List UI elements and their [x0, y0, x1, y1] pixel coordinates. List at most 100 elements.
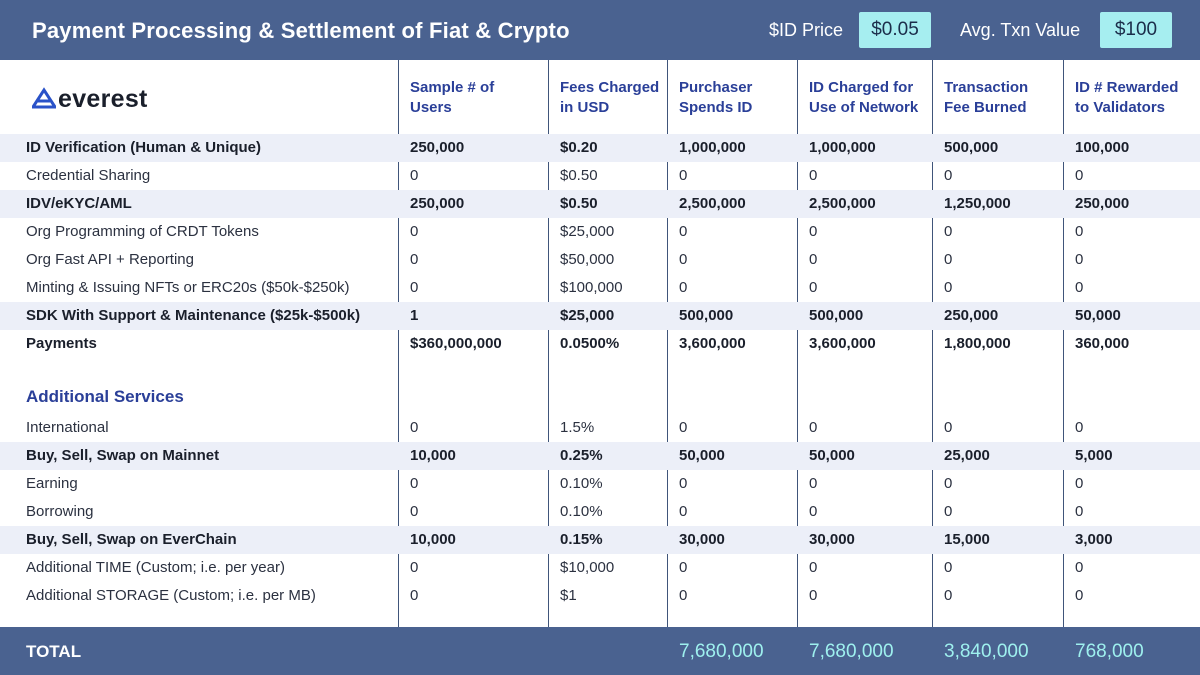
cell-id-rewarded: 0: [1075, 223, 1084, 240]
total-purchaser-spends: 7,680,000: [679, 641, 764, 662]
column-header-fees-usd: Fees Charged in USD: [560, 79, 660, 116]
cell-sample-users: 10,000: [410, 447, 456, 464]
table-row: Payments $360,000,000 0.0500% 3,600,000 …: [0, 330, 1200, 358]
cell-purchaser-spends: 0: [679, 419, 688, 436]
row-label: SDK With Support & Maintenance ($25k-$50…: [26, 307, 361, 324]
table-row: International 0 1.5% 0 0 0 0: [0, 414, 1200, 442]
cell-id-charged: 0: [809, 559, 818, 576]
cell-fees-usd: 0.15%: [560, 531, 603, 548]
table-row: Minting & Issuing NFTs or ERC20s ($50k-$…: [0, 274, 1200, 302]
everest-logo: everest: [32, 84, 148, 114]
cell-sample-users: 0: [410, 503, 419, 520]
column-divider: [932, 60, 933, 627]
cell-purchaser-spends: 0: [679, 503, 688, 520]
cell-id-charged: 3,600,000: [809, 335, 876, 352]
cell-id-rewarded: 0: [1075, 167, 1084, 184]
cell-id-rewarded: 0: [1075, 503, 1084, 520]
cell-fee-burned: 1,800,000: [944, 335, 1011, 352]
cell-id-rewarded: 0: [1075, 475, 1084, 492]
table-row: IDV/eKYC/AML 250,000 $0.50 2,500,000 2,5…: [0, 190, 1200, 218]
table-row: Buy, Sell, Swap on Mainnet 10,000 0.25% …: [0, 442, 1200, 470]
row-label: Additional TIME (Custom; i.e. per year): [26, 559, 285, 576]
cell-id-charged: 50,000: [809, 447, 855, 464]
cell-sample-users: 0: [410, 419, 419, 436]
cell-purchaser-spends: 500,000: [679, 307, 734, 324]
column-divider: [1063, 60, 1064, 627]
cell-fees-usd: $0.20: [560, 139, 598, 156]
cell-purchaser-spends: 30,000: [679, 531, 725, 548]
cell-sample-users: 250,000: [410, 139, 465, 156]
row-label: Payments: [26, 335, 97, 352]
table-row: Earning 0 0.10% 0 0 0 0: [0, 470, 1200, 498]
column-divider: [548, 60, 549, 627]
cell-sample-users: 0: [410, 279, 419, 296]
cell-sample-users: 10,000: [410, 531, 456, 548]
cell-sample-users: 0: [410, 251, 419, 268]
cell-purchaser-spends: 0: [679, 559, 688, 576]
cell-id-rewarded: 0: [1075, 419, 1084, 436]
cell-fees-usd: $50,000: [560, 251, 615, 268]
cell-fee-burned: 0: [944, 587, 953, 604]
cell-fees-usd: $0.50: [560, 167, 598, 184]
total-label: TOTAL: [26, 642, 82, 661]
cell-id-charged: 1,000,000: [809, 139, 876, 156]
logo-text: everest: [58, 84, 148, 113]
cell-id-rewarded: 360,000: [1075, 335, 1130, 352]
cell-fee-burned: 0: [944, 475, 953, 492]
cell-id-charged: 0: [809, 475, 818, 492]
cell-id-charged: 0: [809, 279, 818, 296]
cell-sample-users: 0: [410, 475, 419, 492]
everest-mountain-icon: [32, 87, 56, 109]
cell-fee-burned: 1,250,000: [944, 195, 1011, 212]
column-header-id-rewarded: ID # Rewarded to Validators: [1075, 79, 1179, 116]
cell-purchaser-spends: 0: [679, 223, 688, 240]
cell-id-rewarded: 250,000: [1075, 195, 1130, 212]
row-label: Additional STORAGE (Custom; i.e. per MB): [26, 587, 316, 604]
cell-id-charged: 0: [809, 223, 818, 240]
table-row: Additional STORAGE (Custom; i.e. per MB)…: [0, 582, 1200, 610]
table-row: Additional TIME (Custom; i.e. per year) …: [0, 554, 1200, 582]
cell-fee-burned: 500,000: [944, 139, 999, 156]
row-label: Borrowing: [26, 503, 94, 520]
cell-sample-users: $360,000,000: [410, 335, 502, 352]
cell-fee-burned: 0: [944, 279, 953, 296]
cell-id-rewarded: 0: [1075, 279, 1084, 296]
cell-fee-burned: 25,000: [944, 447, 990, 464]
cell-fees-usd: 0.10%: [560, 475, 603, 492]
table-row: Borrowing 0 0.10% 0 0 0 0: [0, 498, 1200, 526]
column-divider: [797, 60, 798, 627]
cell-id-charged: 0: [809, 503, 818, 520]
cell-id-rewarded: 0: [1075, 587, 1084, 604]
cell-id-charged: 0: [809, 251, 818, 268]
cell-fee-burned: 0: [944, 503, 953, 520]
id-price-label: $ID Price: [769, 20, 844, 40]
row-label: Buy, Sell, Swap on Mainnet: [26, 447, 220, 464]
row-label: Minting & Issuing NFTs or ERC20s ($50k-$…: [26, 279, 350, 296]
total-bar: TOTAL 7,680,000 7,680,000 3,840,000 768,…: [0, 627, 1200, 675]
cell-purchaser-spends: 1,000,000: [679, 139, 746, 156]
row-label: IDV/eKYC/AML: [26, 195, 132, 212]
cell-fee-burned: 15,000: [944, 531, 990, 548]
cell-purchaser-spends: 2,500,000: [679, 195, 746, 212]
total-id-charged: 7,680,000: [809, 641, 894, 662]
id-price-value: $0.05: [859, 12, 931, 48]
column-header-sample-users: Sample # of Users: [410, 79, 495, 116]
column-header-id-charged: ID Charged for Use of Network: [809, 79, 919, 116]
cell-id-rewarded: 0: [1075, 559, 1084, 576]
total-id-rewarded: 768,000: [1075, 641, 1144, 662]
cell-fees-usd: 1.5%: [560, 419, 595, 436]
cell-id-charged: 30,000: [809, 531, 855, 548]
cell-id-rewarded: 3,000: [1075, 531, 1113, 548]
cell-id-rewarded: 50,000: [1075, 307, 1121, 324]
table-row: Credential Sharing 0 $0.50 0 0 0 0: [0, 162, 1200, 190]
cell-purchaser-spends: 0: [679, 587, 688, 604]
cell-purchaser-spends: 0: [679, 475, 688, 492]
row-label: Buy, Sell, Swap on EverChain: [26, 531, 237, 548]
cell-fee-burned: 0: [944, 559, 953, 576]
cell-purchaser-spends: 3,600,000: [679, 335, 746, 352]
cell-id-rewarded: 100,000: [1075, 139, 1130, 156]
cell-id-charged: 500,000: [809, 307, 864, 324]
cell-fee-burned: 0: [944, 167, 953, 184]
column-divider: [398, 60, 399, 627]
row-label: International: [26, 419, 109, 436]
